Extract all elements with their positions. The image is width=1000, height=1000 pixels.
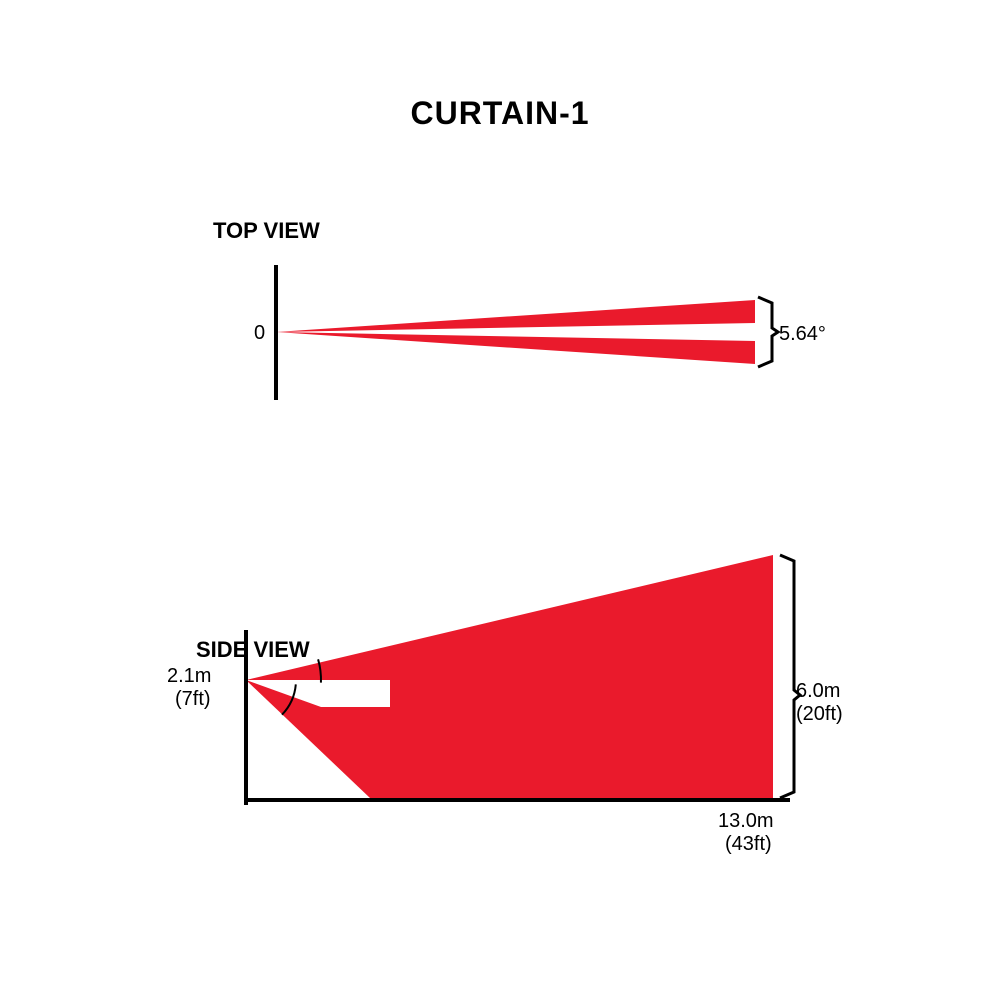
diagram-svg xyxy=(0,0,1000,1000)
side-view-group xyxy=(246,555,800,805)
top-beam-lower xyxy=(276,332,755,364)
top-bracket xyxy=(758,297,778,367)
side-height-bracket xyxy=(780,555,800,798)
side-coverage xyxy=(246,555,773,798)
top-beam-upper xyxy=(276,300,755,332)
top-view-group xyxy=(276,265,778,400)
